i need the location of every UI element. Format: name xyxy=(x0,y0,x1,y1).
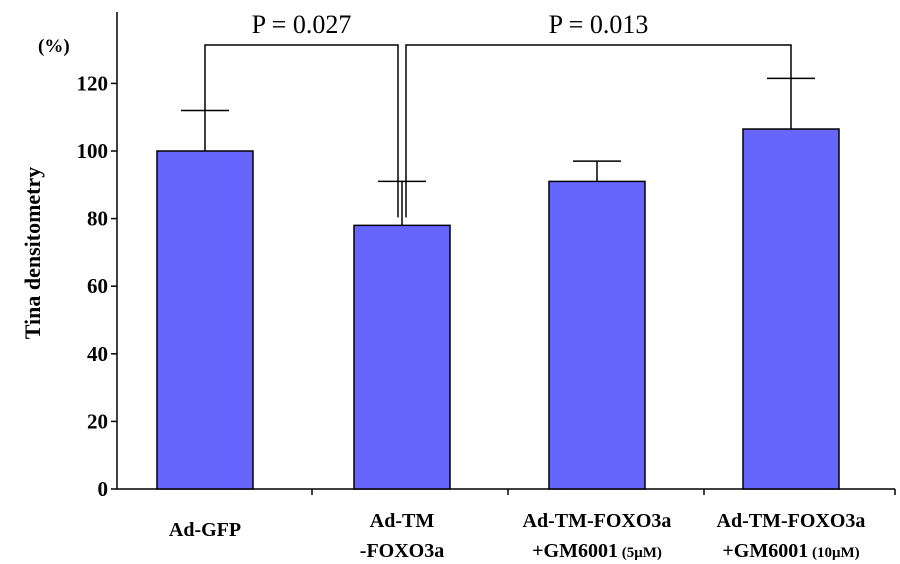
category-label: Ad-TM-FOXO3a xyxy=(717,510,866,532)
bars xyxy=(156,128,840,490)
category-label-line2: -FOXO3a xyxy=(360,540,444,562)
error-bars xyxy=(181,77,815,226)
y-tick-label: 20 xyxy=(87,409,108,433)
bar xyxy=(548,180,646,490)
p-value-label: P = 0.013 xyxy=(549,10,649,39)
bar xyxy=(353,224,451,490)
y-tick-label: 100 xyxy=(77,139,109,163)
y-tick-label: 80 xyxy=(87,207,108,231)
bar xyxy=(156,150,254,490)
significance-brackets: P = 0.027 P = 0.013 xyxy=(204,10,792,218)
significance-bracket xyxy=(204,44,399,218)
y-tick-label: 120 xyxy=(77,71,109,95)
axes: 0 20 40 60 80 100 120 xyxy=(77,12,896,501)
y-tick-label: 60 xyxy=(87,274,108,298)
category-label-line2: +GM6001 (5μM) xyxy=(532,540,662,562)
y-tick-label: 0 xyxy=(98,477,109,501)
y-unit-label: (%) xyxy=(38,36,70,57)
category-label-line2: +GM6001 (10μM) xyxy=(722,540,859,562)
category-label: Ad-TM-FOXO3a xyxy=(523,510,672,532)
significance-bracket xyxy=(405,44,792,218)
bar xyxy=(742,128,840,490)
category-label: Ad-GFP xyxy=(169,519,241,541)
category-label: Ad-TM xyxy=(370,510,435,532)
y-axis-title: Tina densitometry xyxy=(20,167,45,340)
y-tick-label: 40 xyxy=(87,342,108,366)
p-value-label: P = 0.027 xyxy=(252,10,352,39)
